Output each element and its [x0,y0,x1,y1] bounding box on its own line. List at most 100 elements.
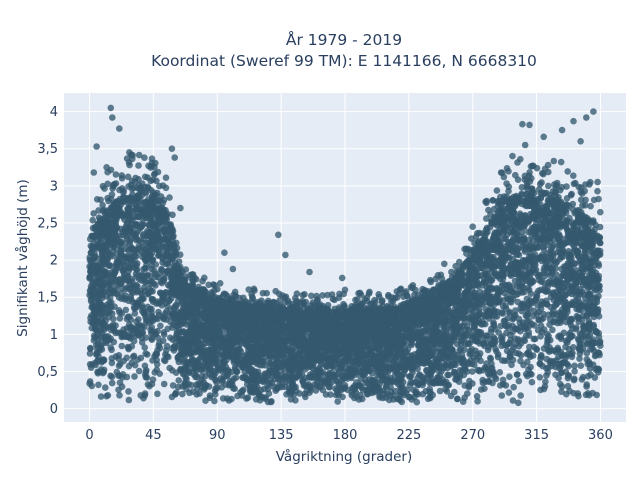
scatter-point [116,379,124,387]
scatter-point [211,387,219,395]
scatter-point [542,378,549,386]
scatter-point [142,334,150,342]
scatter-points [86,104,604,407]
scatter-point [159,337,167,345]
scatter-point [564,275,571,283]
scatter-point [527,290,535,298]
scatter-point [138,339,146,346]
scatter-point [522,312,530,319]
scatter-point [461,382,469,389]
scatter-point [567,316,575,323]
scatter-point [557,319,564,327]
scatter-point [135,316,142,323]
scatter-point [408,341,415,349]
scatter-point [162,351,169,358]
scatter-point [131,310,139,317]
scatter-point [225,382,233,389]
scatter-point [571,260,578,267]
scatter-point [596,339,604,347]
scatter-point [571,368,578,375]
scatter-point [95,381,102,389]
scatter-point [175,377,182,384]
scatter-point [141,390,149,397]
scatter-point [571,362,578,370]
scatter-point [575,392,582,400]
scatter-point [98,250,106,258]
scatter-point [116,392,123,399]
scatter-point [506,373,513,381]
scatter-point [562,318,570,326]
scatter-point [116,315,124,322]
scatter-point [570,344,577,351]
scatter-point [536,374,544,381]
scatter-point [512,349,520,357]
scatter-point [121,296,129,303]
scatter-point [107,344,114,351]
scatter-point [104,392,112,399]
scatter-point [415,338,423,345]
scatter-point [576,355,583,363]
scatter-point [278,363,286,370]
scatter-point [536,360,544,368]
scatter-point [125,345,132,353]
scatter-point [500,297,507,304]
scatter-point [538,351,545,359]
scatter-point [583,383,590,390]
scatter-point [118,342,126,350]
scatter-point [160,356,168,364]
scatter-point [436,387,444,395]
scatter-point [141,362,149,370]
scatter-point [125,396,133,404]
scatter-point [549,326,556,334]
scatter-point [510,383,517,391]
scatter-point [512,307,519,314]
scatter-point [557,380,564,388]
scatter-point [118,285,126,292]
scatter-point [169,336,176,343]
scatter-point [517,357,524,365]
scatter-point [130,337,138,345]
scatter-point [175,354,182,361]
scatter-point [424,395,432,403]
scatter-point [221,366,228,374]
scatter-point [110,315,117,323]
scatter-point [97,393,105,400]
scatter-point [151,369,158,376]
scatter-point [108,310,116,317]
scatter-point [301,390,309,398]
scatter-point [244,394,252,402]
scatter-point [479,379,487,387]
scatter-point [287,396,295,403]
scatter-point [493,285,501,292]
scatter-point [131,373,138,380]
scatter-point [515,377,523,385]
scatter-point [102,384,109,391]
scatter-point [528,378,536,386]
scatter-point [144,381,152,388]
scatter-point [562,343,569,351]
scatter-point [122,306,130,314]
scatter-point [541,269,548,277]
scatter-point [179,383,186,390]
scatter-point [464,390,471,397]
scatter-point [469,368,476,375]
scatter-point [556,287,564,294]
scatter-point [157,322,164,330]
scatter-point [524,358,531,366]
scatter-point [223,372,230,380]
scatter-point [558,388,565,396]
scatter-point [481,342,488,350]
scatter-point [561,303,568,310]
scatter-point [141,344,148,351]
scatter-point [596,247,604,255]
scatter-point [400,385,408,393]
scatter-point [148,336,156,344]
scatter-point [172,343,179,351]
scatter-point [219,395,227,402]
scatter-point [265,390,273,397]
scatter-point [173,302,180,310]
scatter-point [135,237,143,244]
scatter-point [160,380,168,388]
scatter-point [593,254,600,262]
